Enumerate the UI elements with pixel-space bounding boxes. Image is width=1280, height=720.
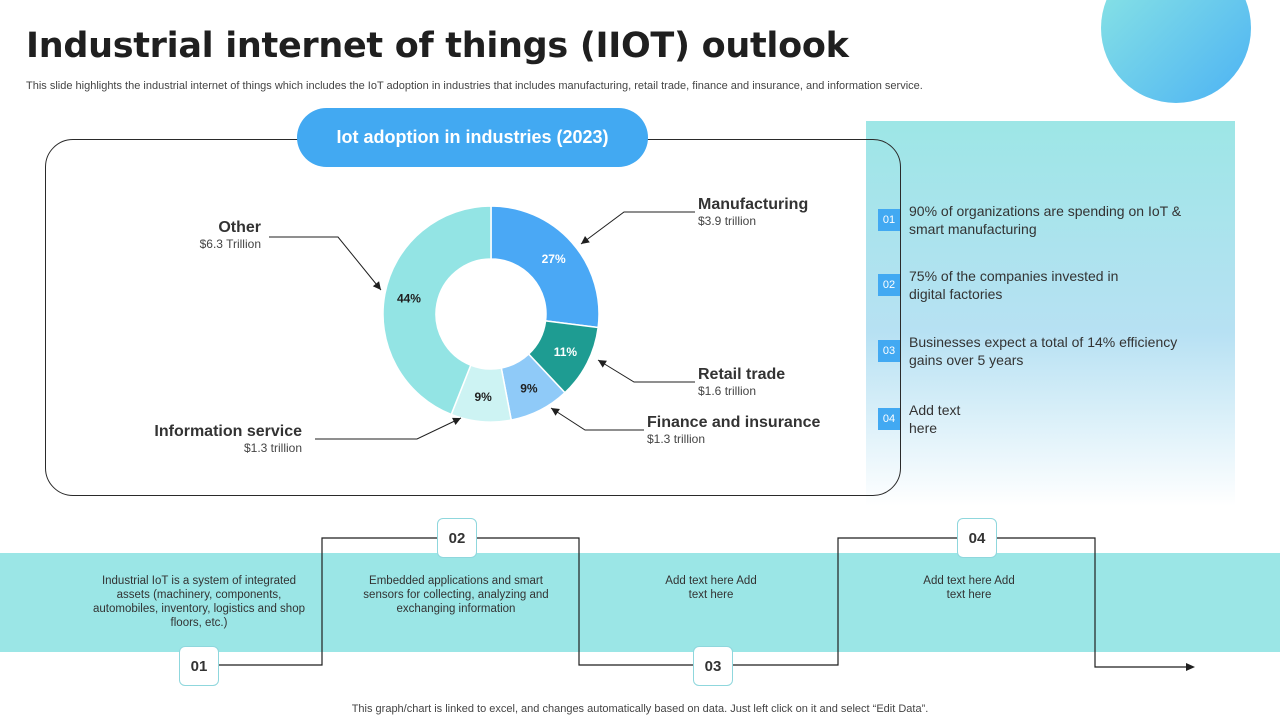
- leader-arrow-finance-and-insurance: [551, 408, 560, 416]
- leader-line-finance-and-insurance: [550, 407, 644, 431]
- slice-percent-label: 9%: [520, 381, 538, 395]
- leader-arrow-manufacturing: [581, 236, 590, 244]
- step-04-badge: 04: [957, 518, 997, 558]
- slice-percent-label: 44%: [397, 291, 421, 305]
- fact-number: 01: [878, 209, 900, 231]
- step-02-badge: 02: [437, 518, 477, 558]
- step-01-text: Industrial IoT is a system of integrated…: [92, 575, 305, 629]
- chart-title-pill: Iot adoption in industries (2023): [297, 108, 648, 167]
- page-title: Industrial internet of things (IIOT) out…: [26, 26, 849, 66]
- leader-line-manufacturing: [580, 211, 695, 245]
- callout-name-retail-trade: Retail trade: [698, 366, 785, 383]
- fact-text: Businesses expect a total of 14% efficie…: [909, 334, 1178, 368]
- slice-percent-label: 9%: [474, 390, 492, 404]
- leader-arrow-information-service: [452, 417, 461, 426]
- fact-number: 03: [878, 340, 900, 362]
- callout-amount-retail-trade: $1.6 trillion: [698, 384, 756, 398]
- leader-line-information-service: [315, 417, 462, 440]
- footer-note: This graph/chart is linked to excel, and…: [351, 703, 929, 715]
- callout-name-manufacturing: Manufacturing: [698, 196, 808, 213]
- leader-line-retail-trade: [597, 359, 695, 383]
- step-03-text: Add text here Add text here: [665, 575, 757, 601]
- donut-slice-manufacturing[interactable]: [490, 205, 600, 329]
- callout-amount-other: $6.3 Trillion: [200, 237, 261, 251]
- leader-arrow-other: [372, 281, 381, 290]
- callout-amount-information-service: $1.3 trillion: [244, 441, 302, 455]
- page-subtitle: This slide highlights the industrial int…: [26, 80, 923, 92]
- fact-text: 75% of the companies invested in digital…: [909, 268, 1119, 302]
- facts-panel-background: [866, 121, 1235, 506]
- donut-slice-other[interactable]: [382, 205, 492, 416]
- callout-name-other: Other: [218, 219, 261, 236]
- callout-name-finance-and-insurance: Finance and insurance: [647, 414, 820, 431]
- fact-number: 02: [878, 274, 900, 296]
- fact-number: 04: [878, 408, 900, 430]
- callout-name-information-service: Information service: [154, 423, 302, 440]
- slice-percent-label: 11%: [554, 345, 578, 359]
- fact-text: 90% of organizations are spending on IoT…: [909, 203, 1182, 237]
- callout-amount-finance-and-insurance: $1.3 trillion: [647, 432, 705, 446]
- slice-percent-label: 27%: [542, 252, 566, 266]
- step-03-badge: 03: [693, 646, 733, 686]
- leader-arrow-retail-trade: [598, 360, 607, 368]
- leader-line-other: [269, 236, 382, 291]
- fact-text: Add text here: [909, 402, 961, 436]
- callout-amount-manufacturing: $3.9 trillion: [698, 214, 756, 228]
- step-01-badge: 01: [179, 646, 219, 686]
- step-04-text: Add text here Add text here: [923, 575, 1015, 601]
- step-02-text: Embedded applications and smart sensors …: [363, 575, 549, 615]
